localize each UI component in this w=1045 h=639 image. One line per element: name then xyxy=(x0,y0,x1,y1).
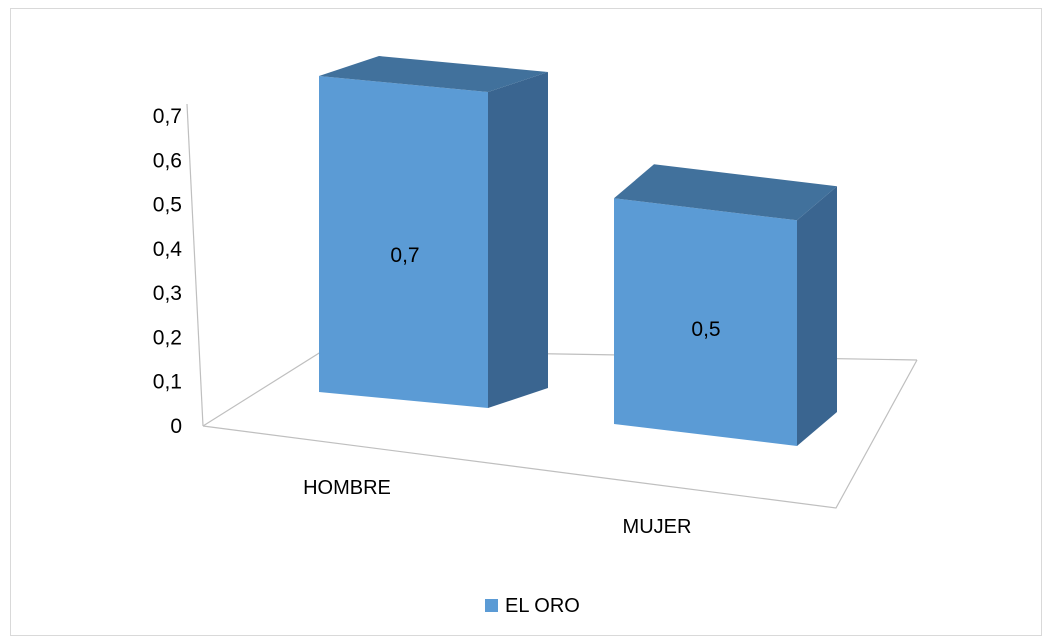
y-tick-label: 0,7 xyxy=(153,105,182,128)
legend-label: EL ORO xyxy=(505,595,580,617)
y-tick-label: 0 xyxy=(170,415,182,438)
bar-top-face xyxy=(614,164,837,221)
bar-top-face xyxy=(319,56,548,92)
category-label: MUJER xyxy=(623,516,692,538)
floor-front-edge xyxy=(202,359,918,509)
y-tick-label: 0,3 xyxy=(153,282,182,305)
y-tick-label: 0,1 xyxy=(153,371,182,394)
y-axis-ticks: 0 0,1 0,2 0,3 0,4 0,5 0,6 0,7 xyxy=(153,105,183,438)
bar-side-face xyxy=(797,186,837,447)
category-labels: HOMBRE MUJER xyxy=(303,477,691,538)
y-axis-line xyxy=(186,103,204,427)
bar-data-label: 0,5 xyxy=(691,318,720,341)
legend: EL ORO xyxy=(485,595,580,617)
legend-swatch xyxy=(485,599,498,612)
y-tick-label: 0,5 xyxy=(153,194,182,217)
bar-hombre: 0,7 xyxy=(319,56,548,408)
bar-front-face xyxy=(614,198,797,446)
y-tick-label: 0,6 xyxy=(153,149,182,172)
y-tick-label: 0,4 xyxy=(153,238,183,261)
bars: 0,7 0,5 xyxy=(319,56,837,447)
bar-side-face xyxy=(488,72,548,408)
bar-front-face xyxy=(319,76,488,408)
category-label: HOMBRE xyxy=(303,477,391,499)
y-tick-label: 0,2 xyxy=(153,326,182,349)
bar-data-label: 0,7 xyxy=(390,244,419,267)
bar-mujer: 0,5 xyxy=(614,164,837,447)
